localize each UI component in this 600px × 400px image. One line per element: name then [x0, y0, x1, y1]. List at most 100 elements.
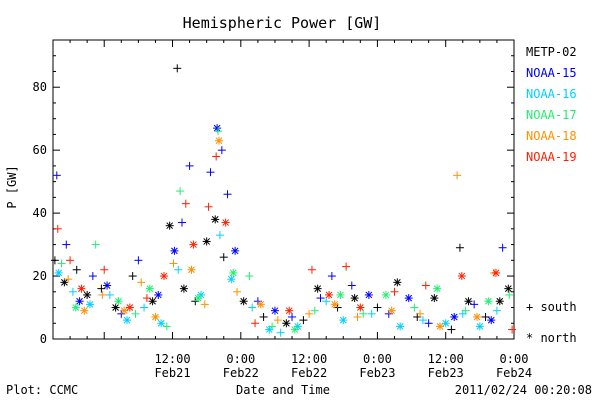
- data-point: [330, 300, 339, 309]
- data-point: [221, 218, 230, 227]
- data-point: [227, 275, 236, 284]
- data-point: [50, 256, 59, 265]
- x-tick-label: 12:00: [291, 352, 327, 366]
- data-point: [457, 272, 466, 281]
- data-point: [52, 171, 61, 180]
- legend-south: + south: [526, 300, 577, 314]
- data-point: [98, 290, 107, 299]
- data-point: [64, 275, 73, 284]
- data-point: [174, 265, 183, 274]
- data-point: [62, 240, 71, 249]
- data-point: [393, 278, 402, 287]
- data-point: [251, 319, 260, 328]
- data-point: [347, 281, 356, 290]
- data-point: [204, 202, 213, 211]
- data-point: [307, 265, 316, 274]
- chart-title: Hemispheric Power [GW]: [183, 14, 382, 32]
- data-point: [189, 240, 198, 249]
- data-point: [316, 294, 325, 303]
- legend-entry: NOAA-16: [526, 87, 577, 101]
- data-points: [50, 64, 517, 337]
- data-point: [53, 224, 62, 233]
- data-point: [72, 265, 81, 274]
- data-point: [273, 316, 282, 325]
- data-point: [359, 309, 368, 318]
- data-point: [103, 281, 112, 290]
- data-point: [350, 294, 359, 303]
- data-point: [508, 325, 517, 334]
- data-point: [114, 297, 123, 306]
- x-tick-label: 12:00: [154, 352, 190, 366]
- data-point: [223, 190, 232, 199]
- data-point: [231, 246, 240, 255]
- data-point: [387, 306, 396, 315]
- data-point: [259, 312, 268, 321]
- data-point: [148, 297, 157, 306]
- data-point: [404, 294, 413, 303]
- data-point: [310, 306, 319, 315]
- data-point: [125, 303, 134, 312]
- x-tick-date-label: Feb21: [154, 366, 190, 380]
- x-axis: 12:00Feb210:00Feb2212:00Feb220:00Feb2312…: [52, 40, 532, 380]
- data-point: [455, 243, 464, 252]
- data-point: [288, 312, 297, 321]
- y-axis-label: P [GW]: [5, 165, 19, 208]
- data-point: [410, 303, 419, 312]
- data-point: [68, 287, 77, 296]
- data-point: [134, 256, 143, 265]
- data-point: [131, 309, 140, 318]
- data-point: [88, 272, 97, 281]
- data-point: [215, 231, 224, 240]
- data-point: [491, 268, 500, 277]
- data-point: [71, 303, 80, 312]
- y-tick-label: 0: [40, 332, 47, 346]
- data-point: [157, 319, 166, 328]
- data-point: [430, 294, 439, 303]
- x-tick-date-label: Feb23: [359, 366, 395, 380]
- data-point: [122, 316, 131, 325]
- data-point: [441, 319, 450, 328]
- data-point: [83, 290, 92, 299]
- data-point: [60, 278, 69, 287]
- data-point: [373, 303, 382, 312]
- data-point: [248, 303, 257, 312]
- data-point: [447, 325, 456, 334]
- y-tick-label: 20: [33, 269, 47, 283]
- data-point: [364, 290, 373, 299]
- legend-entry: NOAA-15: [526, 66, 577, 80]
- data-point: [111, 303, 120, 312]
- data-point: [367, 309, 376, 318]
- data-point: [453, 171, 462, 180]
- data-point: [256, 300, 265, 309]
- data-point: [495, 297, 504, 306]
- data-point: [206, 168, 215, 177]
- data-point: [194, 294, 203, 303]
- x-tick-date-label: Feb22: [291, 366, 327, 380]
- x-axis-label: Date and Time: [236, 383, 330, 397]
- x-tick-date-label: Feb24: [496, 366, 532, 380]
- data-point: [290, 325, 299, 334]
- data-point: [421, 281, 430, 290]
- x-tick-date-label: Feb22: [223, 366, 259, 380]
- x-tick-date-label: Feb23: [428, 366, 464, 380]
- data-point: [142, 294, 151, 303]
- data-point: [214, 136, 223, 145]
- data-point: [339, 316, 348, 325]
- data-point: [162, 322, 171, 331]
- data-point: [219, 253, 228, 262]
- data-point: [54, 268, 63, 277]
- data-point: [165, 221, 174, 230]
- data-point: [80, 306, 89, 315]
- data-point: [322, 297, 331, 306]
- x-tick-label: 0:00: [226, 352, 255, 366]
- data-point: [276, 328, 285, 337]
- data-point: [282, 319, 291, 328]
- data-point: [185, 161, 194, 170]
- data-point: [100, 265, 109, 274]
- legend-entry: NOAA-17: [526, 108, 577, 122]
- data-point: [390, 287, 399, 296]
- x-tick-label: 0:00: [500, 352, 529, 366]
- data-point: [473, 312, 482, 321]
- data-point: [202, 237, 211, 246]
